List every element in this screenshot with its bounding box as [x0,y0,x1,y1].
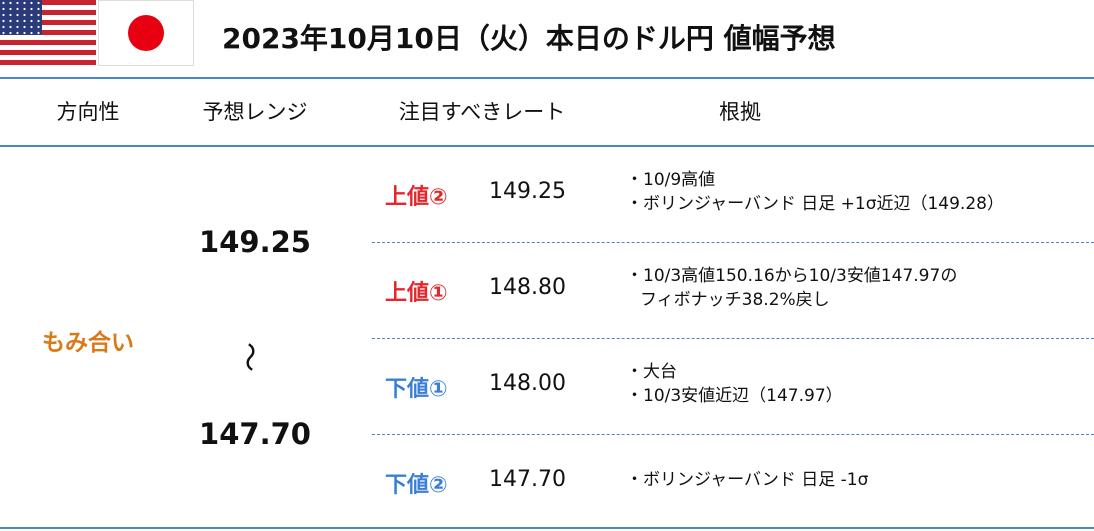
title: 2023年10月10日（火）本日のドル円 値幅予想 [222,22,836,55]
rule [0,145,1094,147]
rate-label: 上値② [385,185,448,210]
row-divider [372,338,1094,339]
column-header: 注目すべきレート [398,100,566,124]
note: フィボナッチ38.2%戻し [640,290,830,310]
japan-flag [98,0,194,66]
rate-label: 下値② [385,473,448,498]
row-divider [372,434,1094,435]
note: ・10/3安値近辺（147.97） [626,386,843,406]
rate-value: 148.80 [489,275,566,300]
range-high: 149.25 [199,225,311,259]
rate-value: 147.70 [489,467,566,492]
note: ・ボリンジャーバンド 日足 -1σ [626,470,869,490]
range-separator: ～ [231,342,266,372]
column-header: 根拠 [719,100,761,124]
rule [0,527,1094,529]
note: ・10/9高値 [626,170,716,190]
row-divider [372,242,1094,243]
rule [0,77,1094,79]
note: ・大台 [626,362,677,382]
rate-value: 148.00 [489,371,566,396]
us-flag [0,0,96,66]
rate-value: 149.25 [489,179,566,204]
note: ・10/3高値150.16から10/3安値147.97の [626,266,958,286]
column-header: 予想レンジ [202,100,308,124]
range-low: 147.70 [199,417,311,451]
column-header: 方向性 [56,100,120,124]
note: ・ボリンジャーバンド 日足 +1σ近辺（149.28） [626,194,1004,214]
rate-label: 上値① [385,281,448,306]
direction: もみ合い [42,330,134,356]
rate-label: 下値① [385,377,448,402]
